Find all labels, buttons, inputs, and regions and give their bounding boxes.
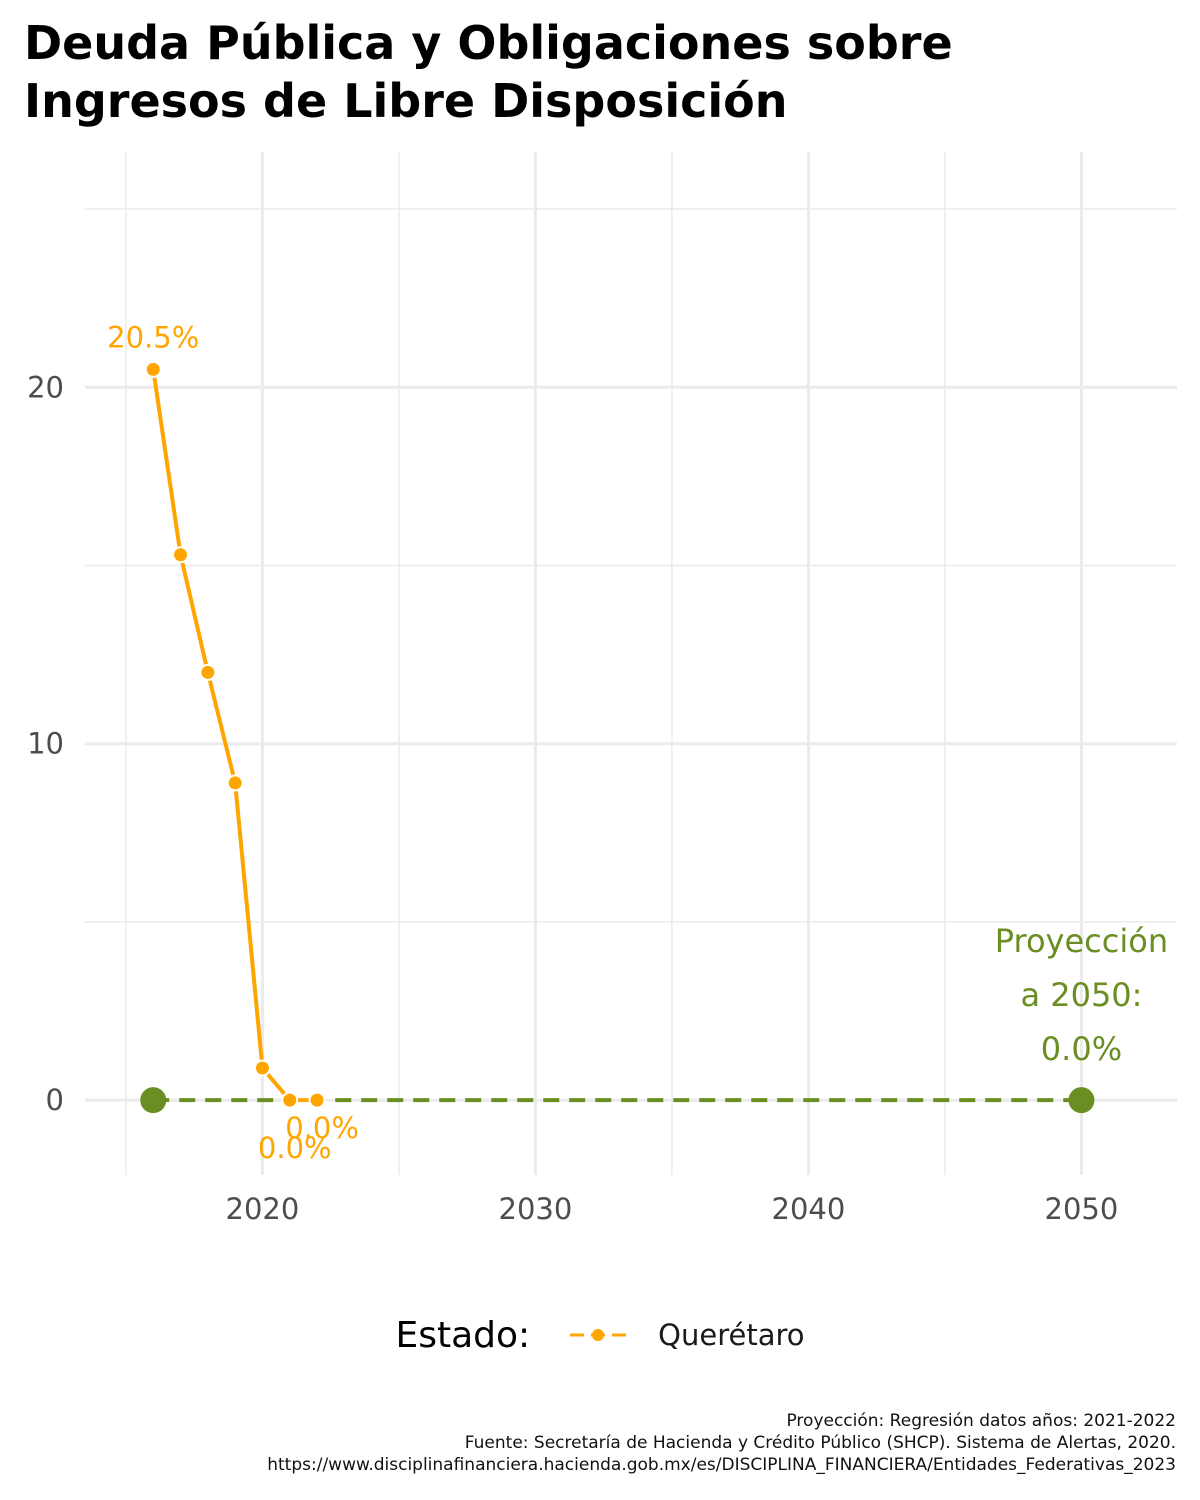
y-tick-label: 20: [27, 370, 64, 404]
legend-title: Estado:: [395, 1314, 531, 1356]
data-label: 20.5%: [107, 320, 199, 354]
legend: Estado: Querétaro: [0, 1305, 1200, 1365]
x-tick-label: 2040: [772, 1192, 846, 1226]
caption-line-2: Fuente: Secretaría de Hacienda y Crédito…: [464, 1433, 1176, 1453]
chart-title: Deuda Pública y Obligaciones sobre Ingre…: [24, 14, 953, 130]
projection-point: [140, 1087, 167, 1114]
projection-annotation-line: a 2050:: [1020, 976, 1142, 1014]
caption: Proyección: Regresión datos años: 2021-2…: [267, 1410, 1176, 1476]
series-point: [281, 1091, 299, 1109]
chart-plot: 2020 2030 2040 20500102020.5%0.0%0.0%Proyec…: [27, 152, 1177, 1226]
y-tick-label: 0: [46, 1083, 64, 1117]
series-point: [226, 774, 244, 792]
legend-label: Querétaro: [658, 1318, 805, 1352]
series-line: [151, 369, 318, 1103]
series-point: [308, 1091, 326, 1109]
caption-line-3: https://www.disciplinafinanciera.haciend…: [267, 1455, 1176, 1475]
projection-point: [1068, 1087, 1095, 1114]
y-tick-label: 10: [27, 727, 64, 761]
series-point: [144, 360, 162, 378]
chart-title-line-2: Ingresos de Libre Disposición: [24, 74, 788, 128]
x-tick-label: 2030: [499, 1192, 573, 1226]
x-tick-label: 2050: [1045, 1192, 1119, 1226]
series-point: [253, 1059, 271, 1077]
data-label: 0.0%: [285, 1111, 359, 1145]
caption-line-1: Proyección: Regresión datos años: 2021-2…: [786, 1411, 1176, 1431]
legend-key-icon: [570, 1329, 627, 1341]
projection-annotation-line: Proyección: [995, 922, 1168, 960]
projection-annotation-line: 0.0%: [1041, 1030, 1122, 1068]
chart-title-line-1: Deuda Pública y Obligaciones sobre: [24, 16, 953, 70]
data-label: 0.0%: [258, 1131, 332, 1165]
x-tick-label: 2020: [226, 1192, 300, 1226]
series-point: [199, 663, 217, 681]
series-point: [172, 546, 190, 564]
